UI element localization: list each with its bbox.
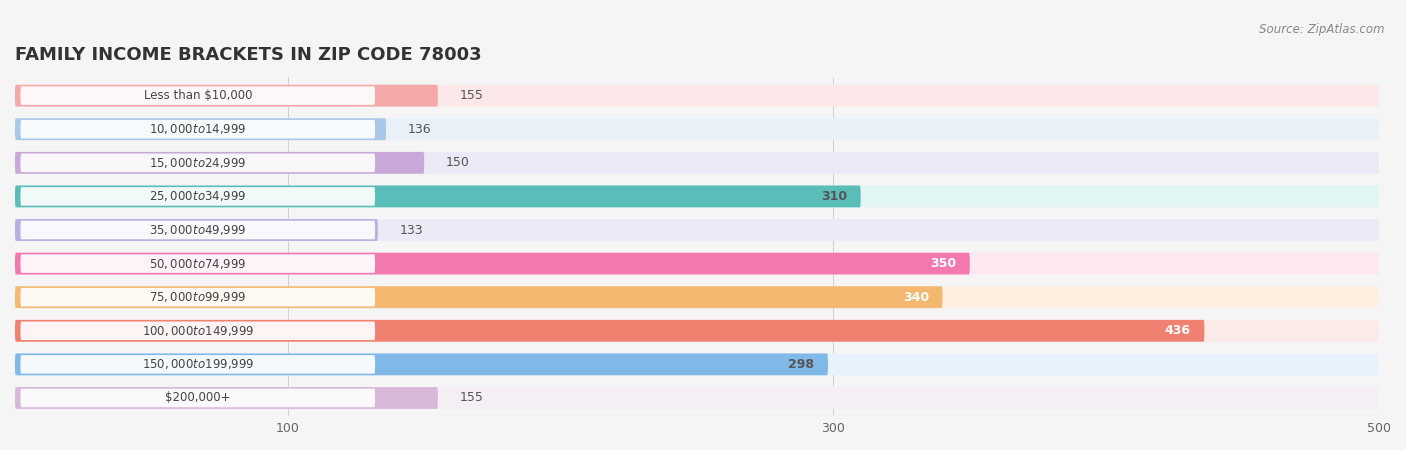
- FancyBboxPatch shape: [21, 86, 375, 105]
- Text: 133: 133: [399, 224, 423, 237]
- FancyBboxPatch shape: [21, 389, 375, 407]
- FancyBboxPatch shape: [15, 387, 1379, 409]
- FancyBboxPatch shape: [15, 185, 860, 207]
- Text: 155: 155: [460, 89, 484, 102]
- FancyBboxPatch shape: [15, 219, 1379, 241]
- Text: $25,000 to $34,999: $25,000 to $34,999: [149, 189, 246, 203]
- Text: $15,000 to $24,999: $15,000 to $24,999: [149, 156, 246, 170]
- FancyBboxPatch shape: [21, 321, 375, 340]
- Text: $100,000 to $149,999: $100,000 to $149,999: [142, 324, 254, 338]
- FancyBboxPatch shape: [21, 221, 375, 239]
- Text: 350: 350: [929, 257, 956, 270]
- Text: FAMILY INCOME BRACKETS IN ZIP CODE 78003: FAMILY INCOME BRACKETS IN ZIP CODE 78003: [15, 46, 482, 64]
- FancyBboxPatch shape: [21, 120, 375, 139]
- Text: 155: 155: [460, 392, 484, 405]
- FancyBboxPatch shape: [21, 288, 375, 306]
- Text: Less than $10,000: Less than $10,000: [143, 89, 252, 102]
- Text: $150,000 to $199,999: $150,000 to $199,999: [142, 357, 254, 371]
- FancyBboxPatch shape: [15, 320, 1205, 342]
- Text: 150: 150: [446, 156, 470, 169]
- FancyBboxPatch shape: [15, 85, 1379, 107]
- FancyBboxPatch shape: [15, 118, 387, 140]
- FancyBboxPatch shape: [15, 286, 1379, 308]
- Text: 298: 298: [789, 358, 814, 371]
- Text: 310: 310: [821, 190, 846, 203]
- Text: 136: 136: [408, 123, 432, 136]
- Text: $35,000 to $49,999: $35,000 to $49,999: [149, 223, 246, 237]
- Text: $10,000 to $14,999: $10,000 to $14,999: [149, 122, 246, 136]
- Text: $75,000 to $99,999: $75,000 to $99,999: [149, 290, 246, 304]
- FancyBboxPatch shape: [21, 254, 375, 273]
- FancyBboxPatch shape: [15, 85, 437, 107]
- FancyBboxPatch shape: [15, 253, 1379, 274]
- FancyBboxPatch shape: [21, 187, 375, 206]
- Text: 340: 340: [903, 291, 929, 304]
- Text: Source: ZipAtlas.com: Source: ZipAtlas.com: [1260, 22, 1385, 36]
- FancyBboxPatch shape: [15, 185, 1379, 207]
- FancyBboxPatch shape: [15, 253, 970, 274]
- FancyBboxPatch shape: [15, 118, 1379, 140]
- FancyBboxPatch shape: [15, 152, 1379, 174]
- Text: $50,000 to $74,999: $50,000 to $74,999: [149, 256, 246, 270]
- FancyBboxPatch shape: [15, 219, 378, 241]
- FancyBboxPatch shape: [21, 355, 375, 374]
- FancyBboxPatch shape: [15, 353, 1379, 375]
- FancyBboxPatch shape: [15, 286, 942, 308]
- FancyBboxPatch shape: [15, 152, 425, 174]
- Text: $200,000+: $200,000+: [165, 392, 231, 405]
- FancyBboxPatch shape: [15, 320, 1379, 342]
- FancyBboxPatch shape: [21, 153, 375, 172]
- Text: 436: 436: [1164, 324, 1191, 338]
- FancyBboxPatch shape: [15, 387, 437, 409]
- FancyBboxPatch shape: [15, 353, 828, 375]
